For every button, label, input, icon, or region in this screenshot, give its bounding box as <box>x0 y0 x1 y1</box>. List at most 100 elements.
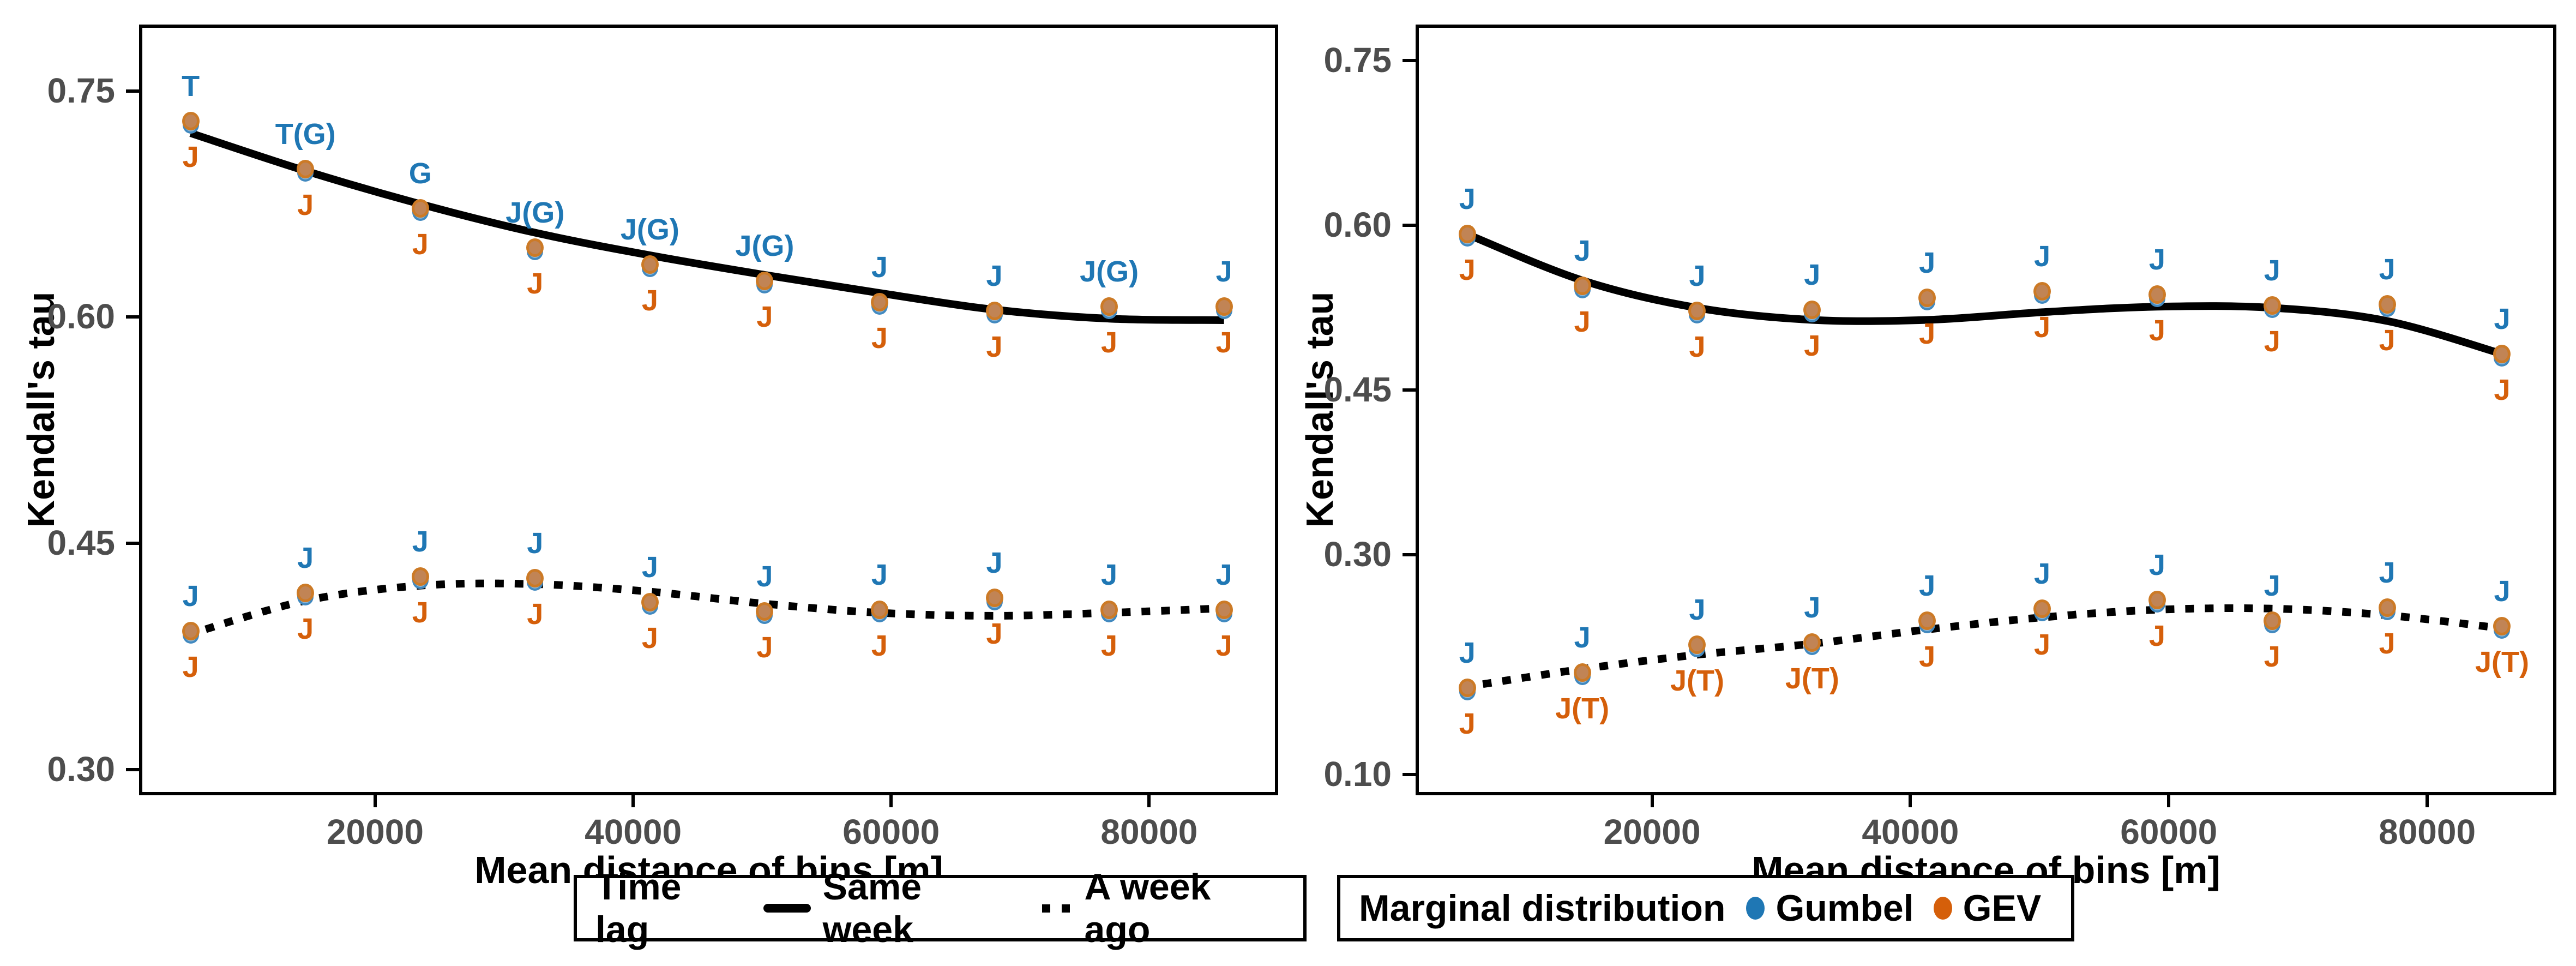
gev-point-icon <box>1688 635 1706 655</box>
point-label-gumbel: J(G) <box>735 230 795 263</box>
gev-point-icon <box>297 160 315 179</box>
point-label-gumbel: J <box>1689 260 1706 293</box>
gev-point-icon <box>182 621 200 640</box>
x-tick-label: 20000 <box>1603 812 1701 851</box>
point-label-gev: J <box>756 301 773 334</box>
data-point <box>2493 617 2511 639</box>
legend-item-gumbel: Gumbel <box>1775 887 1914 929</box>
point-label-gumbel: T <box>182 69 200 103</box>
point-label-gev: J <box>297 189 314 222</box>
data-point <box>411 567 430 590</box>
point-label-gev: J <box>2379 324 2396 357</box>
gev-point-icon <box>641 255 659 274</box>
x-tick-label: 60000 <box>842 812 940 851</box>
point-label-gumbel: J <box>527 526 544 560</box>
gev-point-icon <box>756 272 774 291</box>
data-point <box>2033 282 2051 304</box>
point-label-gumbel: T(G) <box>275 118 336 151</box>
data-point <box>1215 297 1233 320</box>
point-label-gumbel: J <box>412 525 429 559</box>
point-label-gumbel: J <box>1574 235 1591 268</box>
point-label-gev: J <box>2148 619 2165 652</box>
point-label-gumbel: J <box>1215 255 1232 289</box>
y-tick-mark <box>126 542 139 545</box>
point-label-gev: J <box>756 631 773 664</box>
point-label-gumbel: J <box>1101 558 1118 591</box>
point-label-gev: J <box>297 613 314 646</box>
point-label-gumbel: J <box>2264 254 2280 287</box>
point-label-gumbel: J <box>1459 636 1476 669</box>
x-tick-mark <box>2425 795 2429 807</box>
data-point <box>1803 633 1821 656</box>
gev-point-icon <box>2148 285 2166 304</box>
x-tick-label: 20000 <box>326 812 424 851</box>
legend-marginal-title: Marginal distribution <box>1359 887 1726 929</box>
y-tick-mark <box>1403 388 1416 392</box>
point-label-gev: J <box>1459 707 1476 740</box>
point-label-gev: J <box>412 228 429 261</box>
point-label-gev: J <box>2264 640 2280 673</box>
x-tick-mark <box>1909 795 1912 807</box>
gev-point-icon <box>1803 301 1821 320</box>
gev-point-icon <box>1458 678 1476 697</box>
point-label-gumbel: J <box>756 560 773 593</box>
data-point <box>1458 225 1477 247</box>
point-label-gev: J <box>986 617 1003 650</box>
point-label-gev: J(T) <box>1785 662 1839 695</box>
gev-point-icon <box>2493 617 2511 636</box>
gev-point-icon <box>526 238 544 257</box>
point-label-gev: J <box>2148 314 2165 347</box>
x-tick-mark <box>2167 795 2171 807</box>
point-label-gev: J <box>1574 305 1591 339</box>
gev-point-icon <box>526 568 544 587</box>
data-point <box>1100 297 1118 320</box>
point-label-gumbel: J <box>641 551 658 584</box>
data-point <box>2148 285 2166 308</box>
y-tick-label: 0.60 <box>1323 205 1392 245</box>
data-point <box>755 602 774 624</box>
legend-item-gev: GEV <box>1963 887 2042 929</box>
gev-point-icon <box>2378 598 2396 617</box>
point-label-gumbel: J <box>297 542 314 575</box>
point-label-gev: J <box>1459 254 1476 287</box>
point-label-gumbel: J <box>2034 557 2051 590</box>
gev-point-icon <box>1100 600 1118 619</box>
point-label-gev: J <box>871 629 888 662</box>
gev-point-icon <box>1918 611 1936 630</box>
point-label-gev: J <box>2264 325 2280 358</box>
point-label-gev: J <box>412 596 429 629</box>
point-label-gev: J <box>1101 629 1118 662</box>
data-point <box>1688 635 1706 658</box>
x-tick-mark <box>889 795 893 807</box>
point-label-gumbel: J <box>2148 548 2165 581</box>
point-label-gev: J <box>641 622 658 655</box>
point-label-gev: J <box>1804 329 1821 363</box>
data-point <box>1918 289 1936 311</box>
x-tick-label: 60000 <box>2120 812 2218 851</box>
data-point <box>182 621 200 644</box>
gev-point-icon <box>2033 282 2051 301</box>
point-label-gumbel: J <box>1459 183 1476 216</box>
gev-dot-icon <box>1933 897 1952 920</box>
y-tick-mark <box>126 89 139 93</box>
data-point <box>1573 277 1592 299</box>
point-label-gev: J <box>871 321 888 355</box>
data-point <box>2148 590 2166 613</box>
point-label-gumbel: J <box>1919 247 1936 280</box>
data-point <box>2378 598 2397 620</box>
y-tick-label: 0.60 <box>47 297 115 337</box>
point-label-gev: J <box>527 267 544 301</box>
data-point <box>1688 302 1706 324</box>
x-tick-label: 40000 <box>1862 812 1959 851</box>
point-label-gev: J(T) <box>2475 646 2529 679</box>
legend-time-lag: Time lag Same week A week ago <box>574 866 1307 950</box>
data-point <box>1215 600 1233 622</box>
y-tick-mark <box>1403 59 1416 63</box>
gev-point-icon <box>756 602 774 621</box>
gev-point-icon <box>985 302 1003 321</box>
gev-point-icon <box>1573 663 1591 682</box>
point-label-gev: J <box>1919 317 1936 351</box>
point-label-gumbel: J <box>986 260 1003 293</box>
x-tick-mark <box>631 795 635 807</box>
point-label-gumbel: J <box>2379 253 2396 286</box>
